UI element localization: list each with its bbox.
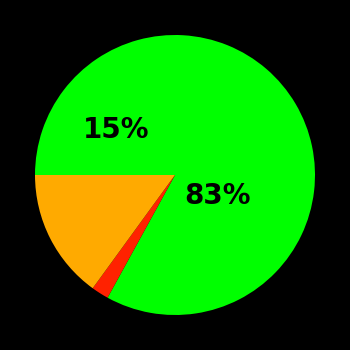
Wedge shape <box>35 175 175 288</box>
Text: 83%: 83% <box>184 182 250 210</box>
Wedge shape <box>93 175 175 298</box>
Wedge shape <box>35 35 315 315</box>
Text: 15%: 15% <box>83 116 149 144</box>
